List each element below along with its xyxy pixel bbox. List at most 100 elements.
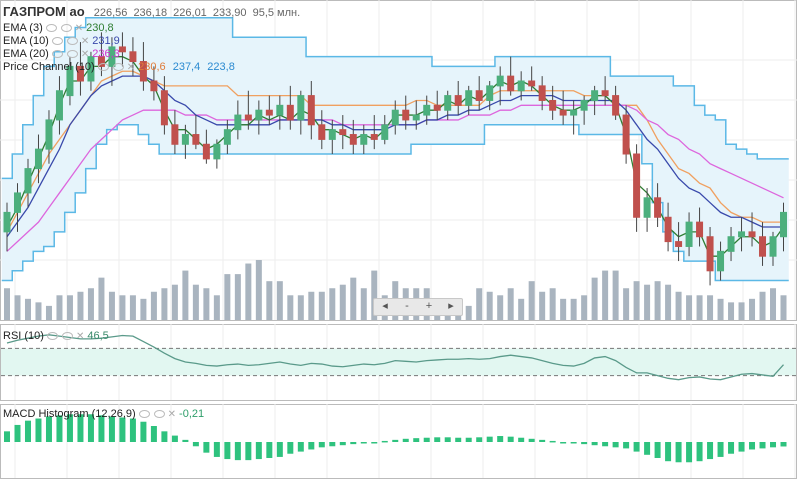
macd-bar: [759, 442, 766, 449]
legend-name: Price Channel (10): [3, 61, 95, 73]
candle-body: [34, 148, 42, 170]
macd-bar: [549, 440, 556, 443]
macd-bar: [255, 442, 262, 460]
settings-icon[interactable]: [153, 410, 165, 419]
candle-body: [192, 134, 200, 145]
volume-bar: [98, 277, 105, 320]
macd-bar: [266, 442, 273, 458]
volume-bar: [77, 291, 84, 320]
macd-bar: [581, 442, 588, 445]
volume-bar: [707, 295, 714, 320]
close-icon[interactable]: ✕: [126, 62, 136, 73]
eye-icon[interactable]: [138, 410, 150, 419]
macd-bar: [675, 442, 682, 463]
volume-bar: [350, 277, 357, 320]
macd-bar: [591, 442, 598, 446]
candle-body: [496, 75, 504, 87]
candle-body: [654, 197, 662, 218]
scroll-left-button[interactable]: ◂: [382, 300, 388, 312]
macd-bar: [66, 414, 73, 442]
zoom-out-button[interactable]: -: [405, 300, 409, 312]
volume-bar: [654, 281, 661, 320]
candle-body: [255, 109, 263, 121]
volume-bar: [696, 295, 703, 320]
legend-value: 230,6: [138, 61, 166, 73]
macd-bar: [434, 437, 441, 442]
volume-bar: [266, 281, 273, 320]
candle-body: [412, 114, 420, 121]
settings-icon[interactable]: [66, 50, 78, 59]
candle-body: [444, 95, 452, 111]
volume-bar: [4, 288, 10, 320]
eye-icon[interactable]: [97, 63, 109, 72]
volume-bar: [371, 270, 378, 320]
close-icon[interactable]: ✕: [80, 36, 90, 47]
macd-bar: [350, 442, 357, 445]
macd-bar: [717, 442, 724, 457]
close-icon[interactable]: ✕: [80, 49, 90, 60]
macd-bar: [308, 442, 315, 450]
candle-body: [171, 124, 179, 145]
macd-bar: [171, 435, 178, 442]
candle-body: [570, 109, 578, 116]
macd-bar: [77, 414, 84, 442]
close-value: 233,90: [212, 7, 247, 19]
volume-bar: [759, 291, 766, 320]
volume-bar: [45, 305, 52, 320]
eye-icon[interactable]: [46, 332, 58, 341]
macd-bar: [539, 439, 546, 442]
volume-bar: [14, 295, 21, 320]
close-icon[interactable]: ✕: [75, 331, 85, 342]
scroll-right-button[interactable]: ▸: [448, 300, 454, 312]
eye-icon[interactable]: [45, 24, 57, 33]
candle-body: [150, 80, 158, 92]
eye-icon[interactable]: [51, 37, 63, 46]
macd-bar: [560, 442, 567, 444]
zoom-in-button[interactable]: +: [425, 300, 433, 312]
volume-bar: [66, 295, 73, 320]
candle-body: [643, 197, 651, 218]
legend-value: 223,8: [207, 61, 235, 73]
candle-body: [402, 109, 410, 121]
macd-bar: [339, 442, 346, 446]
candle-body: [738, 231, 746, 238]
candle-body: [370, 134, 378, 140]
volume-bar: [717, 298, 724, 320]
macd-bar: [392, 439, 399, 442]
volume-bar: [87, 288, 94, 320]
candle-body: [633, 153, 641, 218]
settings-icon[interactable]: [112, 63, 124, 72]
macd-bar: [507, 436, 514, 442]
volume-bar: [633, 281, 640, 320]
macd-bar: [665, 442, 672, 462]
candle-body: [706, 236, 714, 272]
macd-bar: [234, 442, 241, 461]
macd-bar: [686, 442, 693, 463]
settings-icon[interactable]: [60, 24, 72, 33]
candle-body: [759, 236, 767, 257]
candle-body: [381, 124, 389, 140]
macd-bar: [623, 442, 630, 449]
high-value: 236,18: [133, 7, 168, 19]
candle-body: [454, 95, 462, 106]
candle-body: [118, 46, 126, 53]
settings-icon[interactable]: [66, 37, 78, 46]
legend-row-ema10: EMA (10) ✕ 231,9: [3, 35, 300, 48]
macd-bar: [780, 442, 787, 447]
candle-body: [538, 85, 546, 101]
macd-bar: [518, 437, 525, 442]
candle-body: [76, 65, 84, 82]
eye-icon[interactable]: [51, 50, 63, 59]
macd-bar: [98, 415, 105, 442]
candle-body: [528, 80, 536, 87]
rsi-label: RSI (10): [3, 330, 44, 342]
candle-body: [580, 99, 588, 111]
price-channel-fill: [1, 17, 789, 281]
close-icon[interactable]: ✕: [167, 409, 177, 420]
volume-bar: [119, 295, 126, 320]
settings-icon[interactable]: [61, 332, 73, 341]
volume-bar: [224, 274, 231, 320]
macd-bar: [612, 442, 619, 448]
volume-bar: [182, 270, 189, 320]
close-icon[interactable]: ✕: [74, 23, 84, 34]
